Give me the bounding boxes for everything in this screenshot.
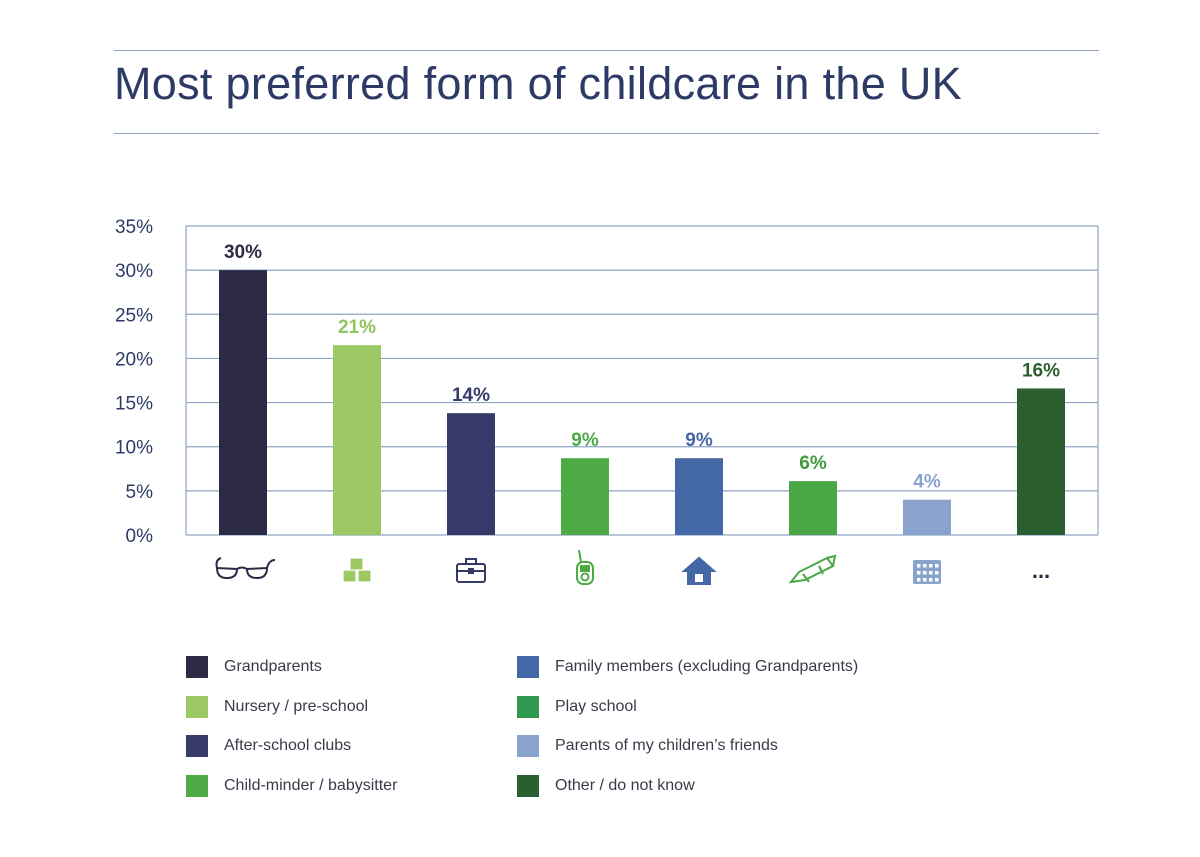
y-tick-label: 20% bbox=[115, 349, 153, 370]
house-icon bbox=[681, 556, 717, 585]
y-tick-label: 0% bbox=[126, 526, 154, 547]
y-tick-label: 35% bbox=[115, 217, 153, 238]
y-tick-label: 10% bbox=[115, 438, 153, 459]
title-rule-top bbox=[114, 50, 1099, 51]
legend-swatch bbox=[517, 774, 539, 797]
legend-swatch bbox=[186, 656, 208, 678]
legend-swatch bbox=[186, 774, 208, 797]
legend-label: After-school clubs bbox=[224, 737, 352, 754]
bar bbox=[789, 481, 837, 535]
baby-monitor-icon bbox=[576, 549, 594, 585]
title-rule-bottom bbox=[114, 133, 1099, 134]
legend-swatch bbox=[517, 656, 539, 678]
legend-swatch bbox=[517, 735, 539, 757]
bar bbox=[447, 413, 495, 535]
glasses-icon bbox=[215, 557, 276, 580]
legend-label: Child-minder / babysitter bbox=[224, 776, 398, 794]
page-title: Most preferred form of childcare in the … bbox=[114, 58, 962, 109]
calendar-icon bbox=[913, 560, 941, 584]
legend-label: Play school bbox=[555, 697, 637, 715]
ellipsis-icon: ... bbox=[1032, 558, 1050, 583]
bar bbox=[675, 458, 723, 535]
y-tick-label: 25% bbox=[115, 305, 153, 326]
legend-item: Child-minder / babysitter bbox=[186, 773, 397, 799]
legend-swatch bbox=[517, 695, 539, 718]
data-label: 16% bbox=[1022, 360, 1060, 381]
y-tick-label: 15% bbox=[115, 394, 153, 415]
data-label: 9% bbox=[685, 430, 713, 451]
y-tick-label: 30% bbox=[115, 261, 153, 282]
legend-label: Nursery / pre-school bbox=[224, 697, 369, 715]
blocks-icon bbox=[342, 557, 372, 583]
y-tick-label: 5% bbox=[126, 482, 154, 503]
legend-item: Nursery / pre-school bbox=[186, 694, 368, 720]
legend-item: Family members (excluding Grandparents) bbox=[517, 654, 858, 680]
data-label: 4% bbox=[913, 472, 941, 493]
legend-label: Family members (excluding Grandparents) bbox=[555, 658, 859, 675]
data-label: 21% bbox=[338, 317, 376, 338]
bar bbox=[333, 345, 381, 535]
legend-item: Play school bbox=[517, 694, 637, 720]
data-label: 9% bbox=[571, 430, 599, 451]
briefcase-icon bbox=[456, 558, 486, 583]
bar bbox=[561, 458, 609, 535]
data-label: 30% bbox=[224, 242, 262, 263]
legend-swatch bbox=[186, 735, 208, 757]
legend-label: Grandparents bbox=[224, 658, 322, 675]
legend-item: After-school clubs bbox=[186, 733, 351, 759]
crayon-icon bbox=[788, 554, 837, 584]
bar bbox=[1017, 388, 1065, 535]
legend-item: Grandparents bbox=[186, 654, 322, 680]
legend-item: Parents of my children’s friends bbox=[517, 733, 778, 759]
bar bbox=[903, 499, 951, 535]
bar bbox=[219, 270, 267, 535]
data-label: 14% bbox=[452, 385, 490, 406]
bar-chart: 0% 5% 10% 15% 20% 25% 30% 35% 30% 21% 14% 9% 9% 6% 4% 1… bbox=[115, 217, 1099, 585]
legend-swatch bbox=[186, 695, 208, 718]
legend-label: Parents of my children’s friends bbox=[555, 737, 778, 754]
legend-label: Other / do not know bbox=[555, 776, 695, 794]
legend-item: Other / do not know bbox=[517, 773, 695, 799]
data-label: 6% bbox=[799, 453, 827, 474]
